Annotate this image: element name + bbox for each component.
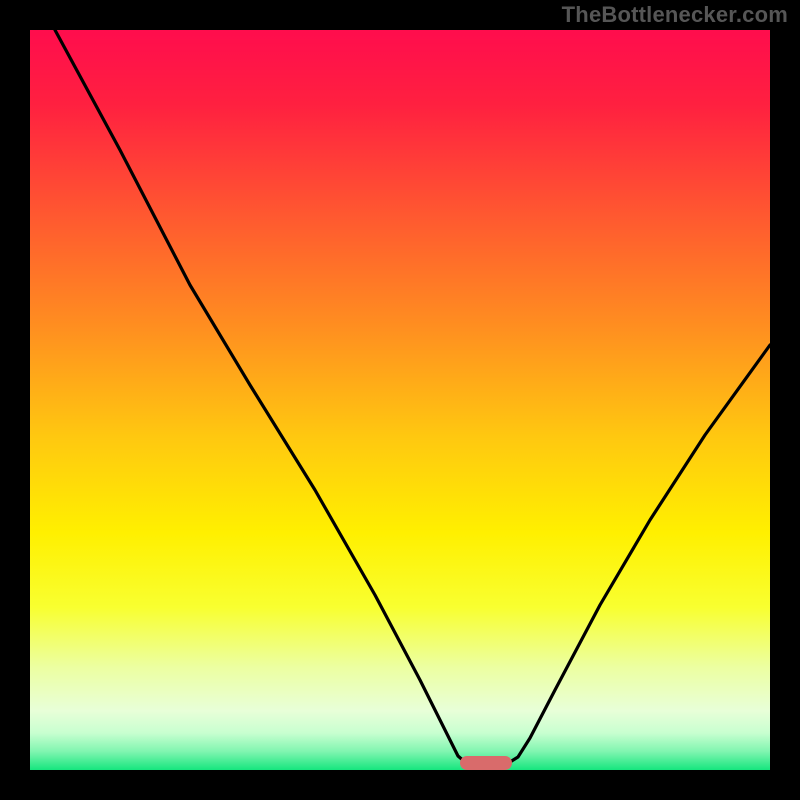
bottleneck-chart (0, 0, 800, 800)
watermark-text: TheBottlenecker.com (562, 2, 788, 28)
chart-container: TheBottlenecker.com (0, 0, 800, 800)
optimal-marker (460, 756, 512, 770)
chart-gradient-background (30, 30, 770, 770)
